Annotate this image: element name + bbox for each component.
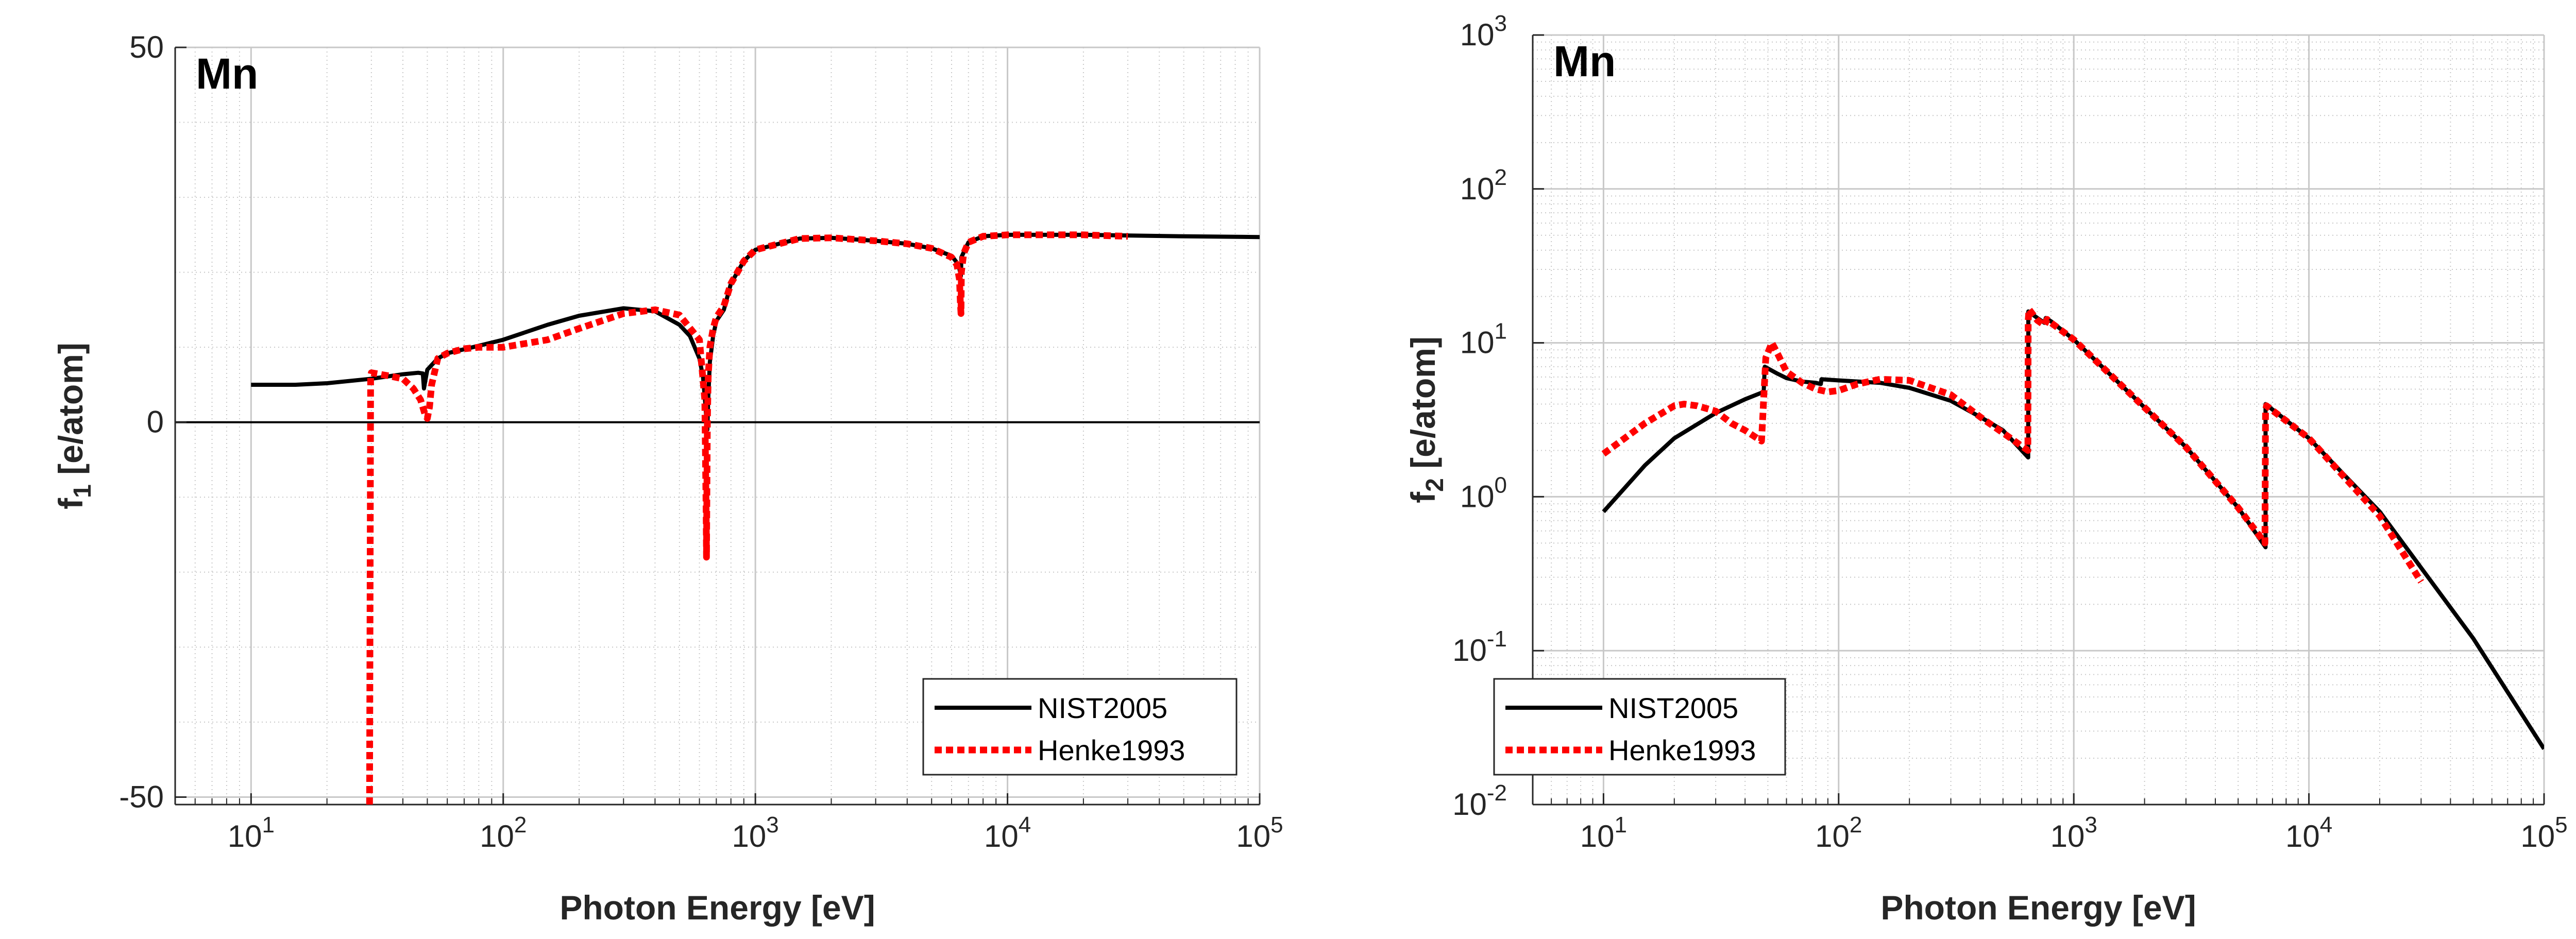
- legend-label-nist2005: NIST2005: [1038, 692, 1167, 724]
- y-axis-title: f1 [e/atom]: [52, 343, 96, 509]
- x-tick-label: 104: [2285, 812, 2332, 853]
- x-tick-label: 102: [1815, 812, 1862, 853]
- y-tick-label: 100: [1460, 472, 1507, 514]
- y-tick-label: 0: [147, 405, 164, 439]
- y-tick-label: -50: [119, 779, 164, 814]
- legend-box: [1493, 678, 1786, 776]
- legend-box: [922, 678, 1238, 776]
- series-line-henke1993: [366, 231, 1128, 805]
- y-tick-label: 50: [129, 30, 164, 64]
- panel-label: Mn: [1553, 37, 1616, 86]
- x-tick-label: 105: [1236, 812, 1283, 853]
- y-axis-title: f2 [e/atom]: [1404, 336, 1449, 503]
- x-tick-label: 103: [732, 812, 779, 853]
- x-tick-label: 101: [228, 812, 275, 853]
- legend-label-henke1993: Henke1993: [1608, 734, 1756, 766]
- chart-panel-f1: 101 102 103 104 105 -50 0 50 Photon Energy [eV] f…: [52, 30, 1283, 927]
- chart-panel-f2: 101 102 103 104 105 10-2 10-1 100 101 102 103 Photo…: [1404, 11, 2568, 927]
- legend-label-henke1993: Henke1993: [1038, 734, 1185, 766]
- series-line-henke1993: [1601, 306, 2424, 584]
- x-tick-label: 103: [2050, 812, 2097, 853]
- panel-label: Mn: [196, 49, 258, 98]
- y-tick-label: 10-1: [1452, 626, 1507, 668]
- legend-label-nist2005: NIST2005: [1608, 692, 1738, 724]
- x-tick-label: 101: [1580, 812, 1627, 853]
- x-tick-label: 104: [984, 812, 1031, 853]
- legend: NIST2005 Henke1993: [922, 678, 1238, 776]
- x-axis-title: Photon Energy [eV]: [560, 889, 875, 927]
- x-tick-label: 105: [2520, 812, 2567, 853]
- legend: NIST2005 Henke1993: [1493, 678, 1786, 776]
- y-tick-label: 102: [1460, 165, 1507, 206]
- x-tick-label: 102: [480, 812, 527, 853]
- y-tick-label: 101: [1460, 319, 1507, 360]
- y-tick-label: 103: [1460, 11, 1507, 52]
- x-axis-title: Photon Energy [eV]: [1880, 889, 2196, 927]
- y-tick-label: 10-2: [1452, 780, 1507, 822]
